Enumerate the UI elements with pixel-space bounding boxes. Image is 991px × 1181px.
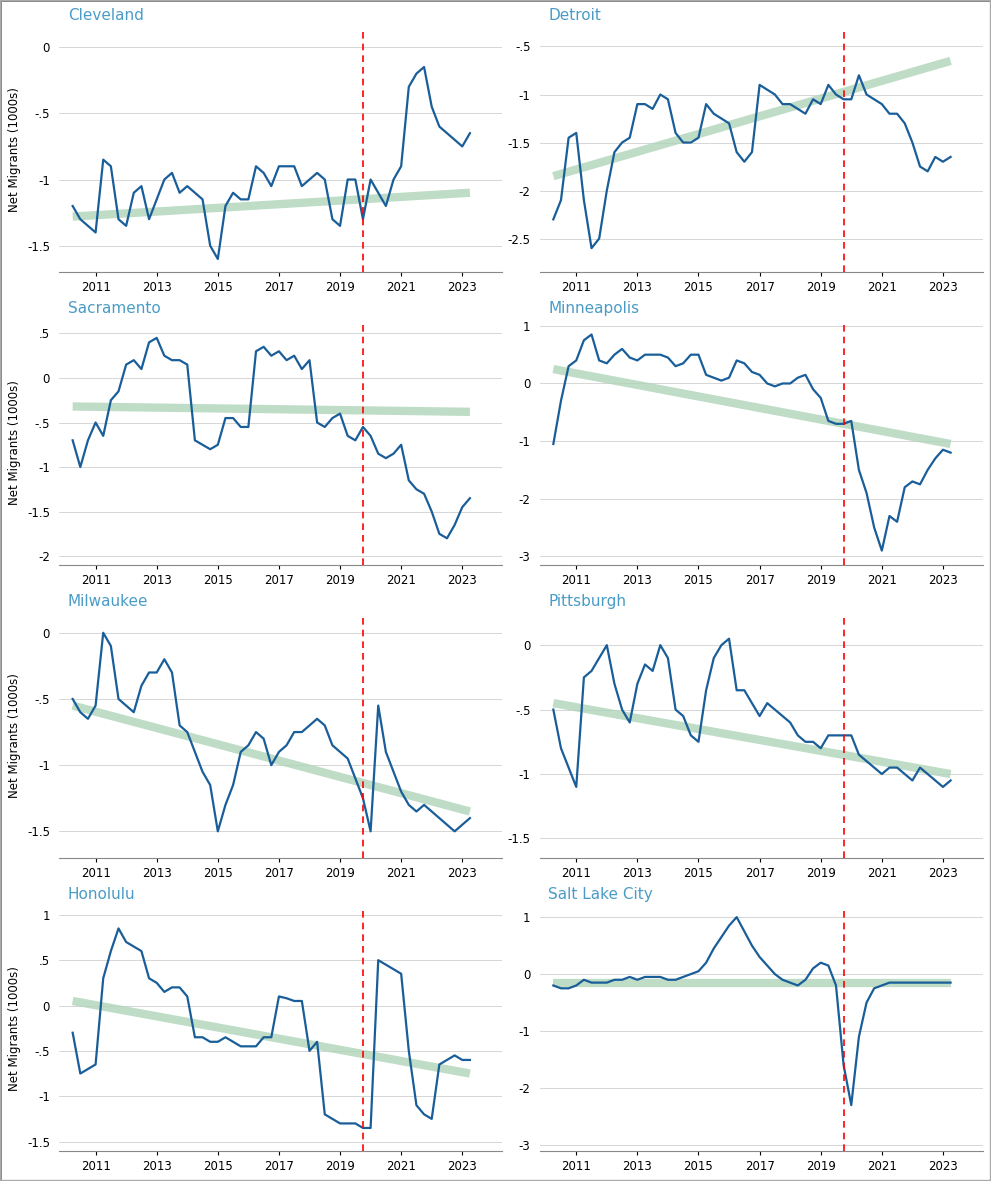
Text: Salt Lake City: Salt Lake City bbox=[548, 887, 653, 902]
Text: Detroit: Detroit bbox=[548, 8, 602, 24]
Y-axis label: Net Migrants (1000s): Net Migrants (1000s) bbox=[8, 87, 22, 213]
Text: Minneapolis: Minneapolis bbox=[548, 301, 639, 317]
Text: Honolulu: Honolulu bbox=[67, 887, 136, 902]
Text: Sacramento: Sacramento bbox=[67, 301, 161, 317]
Text: Cleveland: Cleveland bbox=[67, 8, 144, 24]
Text: Pittsburgh: Pittsburgh bbox=[548, 594, 626, 609]
Y-axis label: Net Migrants (1000s): Net Migrants (1000s) bbox=[8, 673, 22, 798]
Y-axis label: Net Migrants (1000s): Net Migrants (1000s) bbox=[8, 380, 22, 505]
Y-axis label: Net Migrants (1000s): Net Migrants (1000s) bbox=[8, 966, 22, 1090]
Text: Milwaukee: Milwaukee bbox=[67, 594, 149, 609]
